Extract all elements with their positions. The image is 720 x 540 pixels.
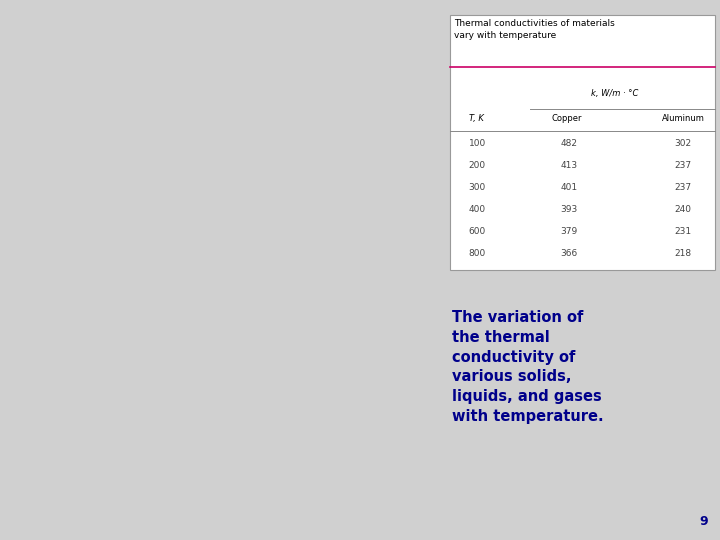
Text: 300: 300 [469,183,486,192]
Text: 379: 379 [561,227,578,236]
Text: 302: 302 [675,139,692,148]
Text: 237: 237 [675,161,692,170]
Text: 240: 240 [675,205,692,214]
Text: 237: 237 [675,183,692,192]
Text: 482: 482 [561,139,577,148]
Text: 9: 9 [699,515,708,528]
Text: 401: 401 [561,183,578,192]
Text: k, W/m · °C: k, W/m · °C [590,89,638,98]
Text: 800: 800 [469,249,486,258]
Text: 393: 393 [561,205,578,214]
Text: 231: 231 [675,227,692,236]
Text: 413: 413 [561,161,578,170]
Text: Copper: Copper [552,114,582,123]
Text: 200: 200 [469,161,486,170]
Text: 400: 400 [469,205,486,214]
Text: Aluminum: Aluminum [662,114,705,123]
Text: 100: 100 [469,139,486,148]
FancyBboxPatch shape [450,15,715,270]
Text: 218: 218 [675,249,692,258]
Text: 600: 600 [469,227,486,236]
Text: 366: 366 [561,249,578,258]
Text: T, K: T, K [469,114,483,123]
Text: Thermal conductivities of materials
vary with temperature: Thermal conductivities of materials vary… [454,19,615,40]
Text: The variation of
the thermal
conductivity of
various solids,
liquids, and gases
: The variation of the thermal conductivit… [452,310,603,424]
